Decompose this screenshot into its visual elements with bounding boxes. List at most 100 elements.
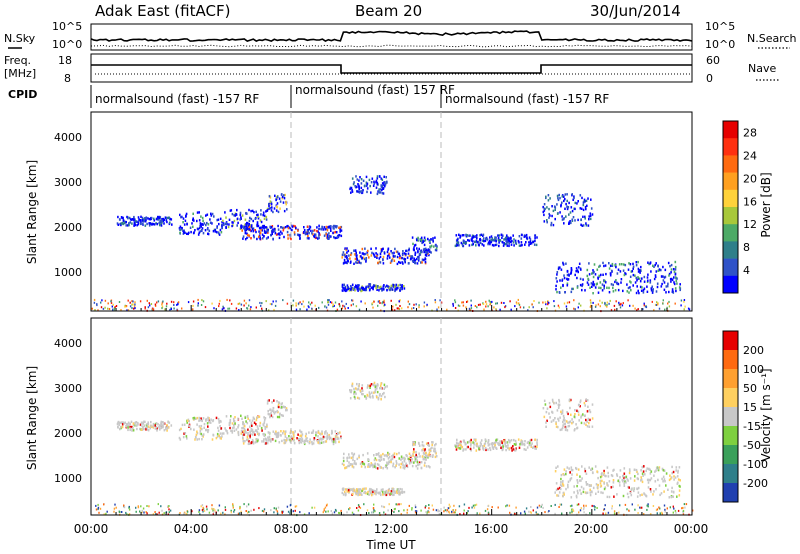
power-cell-684 (360, 261, 362, 265)
power-cell-1040 (367, 285, 369, 288)
velocity-cell-2084 (675, 511, 677, 514)
noise-y-top-right: 10^5 (705, 20, 735, 33)
velocity-cell-184 (219, 432, 222, 435)
power-cell-1679 (603, 287, 605, 290)
power-cell-1703 (670, 263, 673, 267)
power-cell-306 (236, 217, 239, 220)
velocity-cell-819 (400, 455, 403, 458)
power-cell-136 (185, 212, 188, 216)
power-cell-1937 (517, 298, 519, 301)
power-cell-729 (399, 254, 401, 258)
power-cell-99 (145, 216, 148, 219)
power-cell-2046 (309, 303, 312, 306)
velocity-cell-632 (353, 462, 356, 465)
velocity-cell-333 (237, 417, 239, 420)
power-cell-1529 (641, 277, 643, 280)
power-cell-1038 (386, 289, 388, 292)
power-cell-327 (225, 225, 227, 229)
velocity-cell-1293 (464, 441, 467, 445)
power-cell-1720 (655, 262, 657, 265)
velocity-cell-908 (346, 488, 349, 491)
power-cell-1429 (574, 201, 577, 205)
power-cell-625 (268, 204, 270, 207)
power-cell-1727 (679, 288, 681, 292)
velocity-cell-1779 (420, 509, 422, 512)
power-cell-964 (380, 287, 383, 290)
power-cell-1402 (569, 220, 571, 223)
power-cell-1439 (545, 195, 547, 198)
velocity-cell-923 (363, 487, 366, 490)
velocity-cell-1738 (626, 492, 629, 496)
power-cell-807 (379, 252, 382, 255)
velocity-cell-1255 (502, 443, 504, 446)
power-cell-1471 (620, 281, 622, 284)
power-cell-1337 (481, 243, 484, 246)
power-cell-458 (265, 237, 268, 240)
power-cell-1139 (349, 187, 351, 191)
power-cell-834 (398, 252, 401, 255)
power-cell-1082 (369, 184, 371, 188)
power-cell-889 (413, 246, 415, 249)
velocity-cell-1431 (586, 410, 589, 413)
velocity-cell-202 (188, 424, 190, 427)
velocity-cell-1396 (577, 413, 580, 416)
velocity-cell-1622 (603, 471, 605, 475)
power-cell-1837 (599, 305, 601, 308)
power-cell-674 (350, 252, 353, 255)
power-cell-505 (313, 229, 316, 232)
velocity-cell-1356 (562, 418, 565, 422)
power-cell-2016 (619, 303, 621, 306)
power-cell-898 (425, 248, 428, 252)
power-cell-793 (345, 254, 348, 258)
power-cell-819 (391, 251, 394, 255)
velocity-cell-1260 (473, 441, 476, 445)
velocity-cell-1621 (647, 481, 650, 484)
power-cell-1035 (375, 286, 377, 290)
velocity-cell-856 (433, 449, 435, 453)
power-cell-2113 (589, 305, 592, 308)
power-cell-1622 (629, 280, 631, 283)
power-cell-665 (399, 261, 402, 264)
velocity-cell-867 (421, 441, 424, 444)
velocity-cell-1391 (565, 426, 568, 429)
power-cell-33 (134, 218, 136, 221)
velocity-cell-306 (233, 429, 236, 432)
velocity-cell-263 (263, 416, 265, 419)
velocity-cell-351 (275, 430, 277, 433)
velocity-cell-2068 (572, 510, 575, 512)
velocity-cell-1510 (595, 492, 597, 495)
velocity-cell-2150 (372, 507, 375, 509)
velocity-cell-797 (405, 454, 407, 457)
velocity-cell-606 (266, 399, 269, 403)
velocity-cell-839 (380, 455, 383, 459)
velocity-cell-185 (202, 417, 205, 420)
power-y-axis-label: Slant Range [km] (25, 160, 39, 264)
velocity-cell-1968 (99, 507, 102, 510)
power-cell-1036 (388, 286, 391, 290)
velocity-cell-645 (388, 455, 391, 459)
power-cell-1912 (173, 304, 175, 306)
velocity-cell-657 (392, 453, 394, 457)
velocity-cell-2124 (338, 511, 340, 514)
velocity-cell-631 (401, 461, 404, 464)
power-cell-691 (386, 257, 389, 260)
velocity-cell-1544 (578, 479, 581, 482)
velocity-cell-1871 (324, 506, 327, 509)
velocity-cell-1048 (391, 492, 394, 495)
velocity-cell-587 (270, 411, 272, 414)
velocity-cell-1371 (550, 420, 553, 423)
power-cell-2072 (100, 301, 102, 304)
power-cell-686 (367, 249, 369, 253)
velocity-cell-526 (262, 433, 264, 436)
power-cell-1304 (534, 239, 536, 243)
power-cell-1307 (477, 240, 480, 244)
power-cell-127 (120, 222, 122, 225)
velocity-cell-1933 (664, 510, 666, 513)
power-cell-1129 (366, 190, 368, 194)
velocity-cell-1010 (369, 487, 371, 491)
power-colorbar-tick-2: 12 (743, 218, 757, 231)
velocity-cell-830 (398, 463, 400, 466)
velocity-cell-1451 (558, 398, 560, 402)
velocity-cell-1278 (491, 444, 494, 447)
power-cell-1230 (462, 239, 465, 242)
